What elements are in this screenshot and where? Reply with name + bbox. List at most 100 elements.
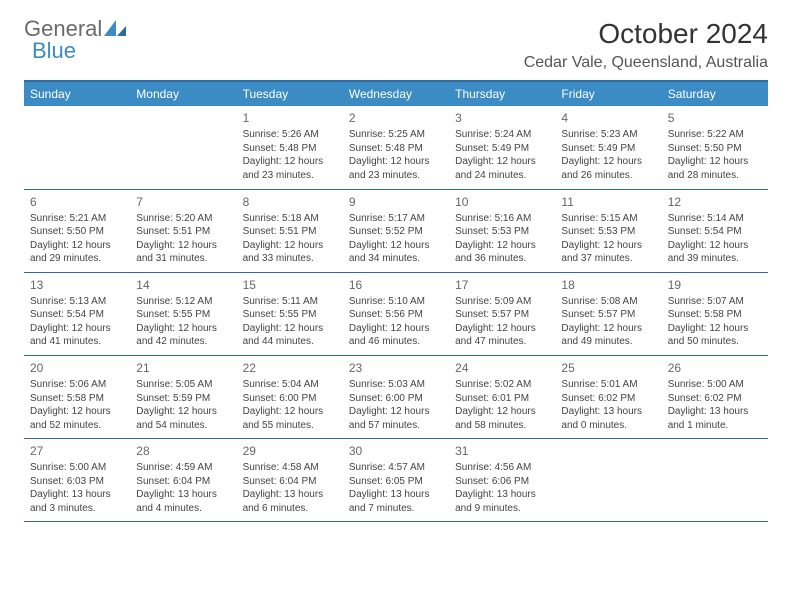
daylight1-text: Daylight: 13 hours [455, 488, 549, 502]
sunrise-text: Sunrise: 5:21 AM [30, 212, 124, 226]
daylight2-text: and 28 minutes. [668, 169, 762, 183]
sunset-text: Sunset: 5:48 PM [349, 142, 443, 156]
daylight1-text: Daylight: 12 hours [349, 155, 443, 169]
daylight1-text: Daylight: 12 hours [349, 322, 443, 336]
daylight1-text: Daylight: 12 hours [243, 239, 337, 253]
sunset-text: Sunset: 5:58 PM [30, 392, 124, 406]
day-cell: 4Sunrise: 5:23 AMSunset: 5:49 PMDaylight… [555, 106, 661, 189]
sunset-text: Sunset: 5:50 PM [668, 142, 762, 156]
daylight1-text: Daylight: 13 hours [349, 488, 443, 502]
daylight1-text: Daylight: 13 hours [243, 488, 337, 502]
day-number: 4 [561, 110, 655, 126]
sunset-text: Sunset: 6:00 PM [243, 392, 337, 406]
daylight1-text: Daylight: 12 hours [668, 239, 762, 253]
sunset-text: Sunset: 5:51 PM [243, 225, 337, 239]
sunrise-text: Sunrise: 5:04 AM [243, 378, 337, 392]
sunrise-text: Sunrise: 5:08 AM [561, 295, 655, 309]
daylight2-text: and 6 minutes. [243, 502, 337, 516]
day-cell: 5Sunrise: 5:22 AMSunset: 5:50 PMDaylight… [662, 106, 768, 189]
empty-cell [662, 439, 768, 522]
day-number: 5 [668, 110, 762, 126]
sunrise-text: Sunrise: 5:18 AM [243, 212, 337, 226]
day-cell: 20Sunrise: 5:06 AMSunset: 5:58 PMDayligh… [24, 355, 130, 438]
day-number: 26 [668, 360, 762, 376]
daylight1-text: Daylight: 12 hours [455, 405, 549, 419]
day-cell: 7Sunrise: 5:20 AMSunset: 5:51 PMDaylight… [130, 189, 236, 272]
daylight1-text: Daylight: 12 hours [30, 239, 124, 253]
weekday-tuesday: Tuesday [237, 81, 343, 106]
day-number: 24 [455, 360, 549, 376]
daylight2-text: and 37 minutes. [561, 252, 655, 266]
sunset-text: Sunset: 6:04 PM [243, 475, 337, 489]
sunset-text: Sunset: 6:01 PM [455, 392, 549, 406]
daylight1-text: Daylight: 12 hours [561, 155, 655, 169]
location: Cedar Vale, Queensland, Australia [524, 54, 768, 72]
day-number: 7 [136, 194, 230, 210]
sunrise-text: Sunrise: 5:13 AM [30, 295, 124, 309]
day-number: 16 [349, 277, 443, 293]
sunrise-text: Sunrise: 4:59 AM [136, 461, 230, 475]
daylight1-text: Daylight: 12 hours [30, 405, 124, 419]
day-cell: 9Sunrise: 5:17 AMSunset: 5:52 PMDaylight… [343, 189, 449, 272]
sunrise-text: Sunrise: 5:16 AM [455, 212, 549, 226]
daylight1-text: Daylight: 12 hours [136, 239, 230, 253]
daylight2-text: and 1 minute. [668, 419, 762, 433]
daylight1-text: Daylight: 12 hours [243, 155, 337, 169]
day-number: 6 [30, 194, 124, 210]
daylight2-text: and 29 minutes. [30, 252, 124, 266]
sunrise-text: Sunrise: 4:58 AM [243, 461, 337, 475]
day-cell: 17Sunrise: 5:09 AMSunset: 5:57 PMDayligh… [449, 272, 555, 355]
daylight2-text: and 7 minutes. [349, 502, 443, 516]
calendar-row: 27Sunrise: 5:00 AMSunset: 6:03 PMDayligh… [24, 439, 768, 522]
sunrise-text: Sunrise: 5:26 AM [243, 128, 337, 142]
daylight2-text: and 58 minutes. [455, 419, 549, 433]
daylight1-text: Daylight: 12 hours [349, 405, 443, 419]
calendar-row: 1Sunrise: 5:26 AMSunset: 5:48 PMDaylight… [24, 106, 768, 189]
day-cell: 11Sunrise: 5:15 AMSunset: 5:53 PMDayligh… [555, 189, 661, 272]
sunrise-text: Sunrise: 5:03 AM [349, 378, 443, 392]
day-cell: 22Sunrise: 5:04 AMSunset: 6:00 PMDayligh… [237, 355, 343, 438]
daylight1-text: Daylight: 12 hours [668, 155, 762, 169]
calendar-body: 1Sunrise: 5:26 AMSunset: 5:48 PMDaylight… [24, 106, 768, 522]
sunrise-text: Sunrise: 4:57 AM [349, 461, 443, 475]
daylight2-text: and 33 minutes. [243, 252, 337, 266]
logo: General Blue [24, 18, 126, 62]
sunset-text: Sunset: 5:58 PM [668, 308, 762, 322]
daylight2-text: and 50 minutes. [668, 335, 762, 349]
daylight2-text: and 34 minutes. [349, 252, 443, 266]
day-cell: 26Sunrise: 5:00 AMSunset: 6:02 PMDayligh… [662, 355, 768, 438]
sunrise-text: Sunrise: 5:06 AM [30, 378, 124, 392]
daylight2-text: and 46 minutes. [349, 335, 443, 349]
calendar-row: 20Sunrise: 5:06 AMSunset: 5:58 PMDayligh… [24, 355, 768, 438]
day-cell: 18Sunrise: 5:08 AMSunset: 5:57 PMDayligh… [555, 272, 661, 355]
daylight2-text: and 54 minutes. [136, 419, 230, 433]
sunset-text: Sunset: 5:57 PM [561, 308, 655, 322]
sunset-text: Sunset: 5:52 PM [349, 225, 443, 239]
day-number: 19 [668, 277, 762, 293]
sunrise-text: Sunrise: 5:10 AM [349, 295, 443, 309]
sunrise-text: Sunrise: 5:15 AM [561, 212, 655, 226]
day-cell: 10Sunrise: 5:16 AMSunset: 5:53 PMDayligh… [449, 189, 555, 272]
day-cell: 2Sunrise: 5:25 AMSunset: 5:48 PMDaylight… [343, 106, 449, 189]
sunset-text: Sunset: 5:56 PM [349, 308, 443, 322]
daylight1-text: Daylight: 12 hours [136, 322, 230, 336]
sunset-text: Sunset: 5:57 PM [455, 308, 549, 322]
daylight2-text: and 41 minutes. [30, 335, 124, 349]
daylight2-text: and 0 minutes. [561, 419, 655, 433]
day-number: 21 [136, 360, 230, 376]
day-number: 18 [561, 277, 655, 293]
daylight2-text: and 42 minutes. [136, 335, 230, 349]
day-number: 2 [349, 110, 443, 126]
sunset-text: Sunset: 5:51 PM [136, 225, 230, 239]
daylight1-text: Daylight: 12 hours [455, 239, 549, 253]
sunrise-text: Sunrise: 5:09 AM [455, 295, 549, 309]
day-number: 17 [455, 277, 549, 293]
day-cell: 15Sunrise: 5:11 AMSunset: 5:55 PMDayligh… [237, 272, 343, 355]
day-number: 25 [561, 360, 655, 376]
daylight1-text: Daylight: 13 hours [136, 488, 230, 502]
empty-cell [24, 106, 130, 189]
day-number: 12 [668, 194, 762, 210]
sunrise-text: Sunrise: 5:23 AM [561, 128, 655, 142]
daylight1-text: Daylight: 12 hours [455, 155, 549, 169]
calendar-row: 6Sunrise: 5:21 AMSunset: 5:50 PMDaylight… [24, 189, 768, 272]
